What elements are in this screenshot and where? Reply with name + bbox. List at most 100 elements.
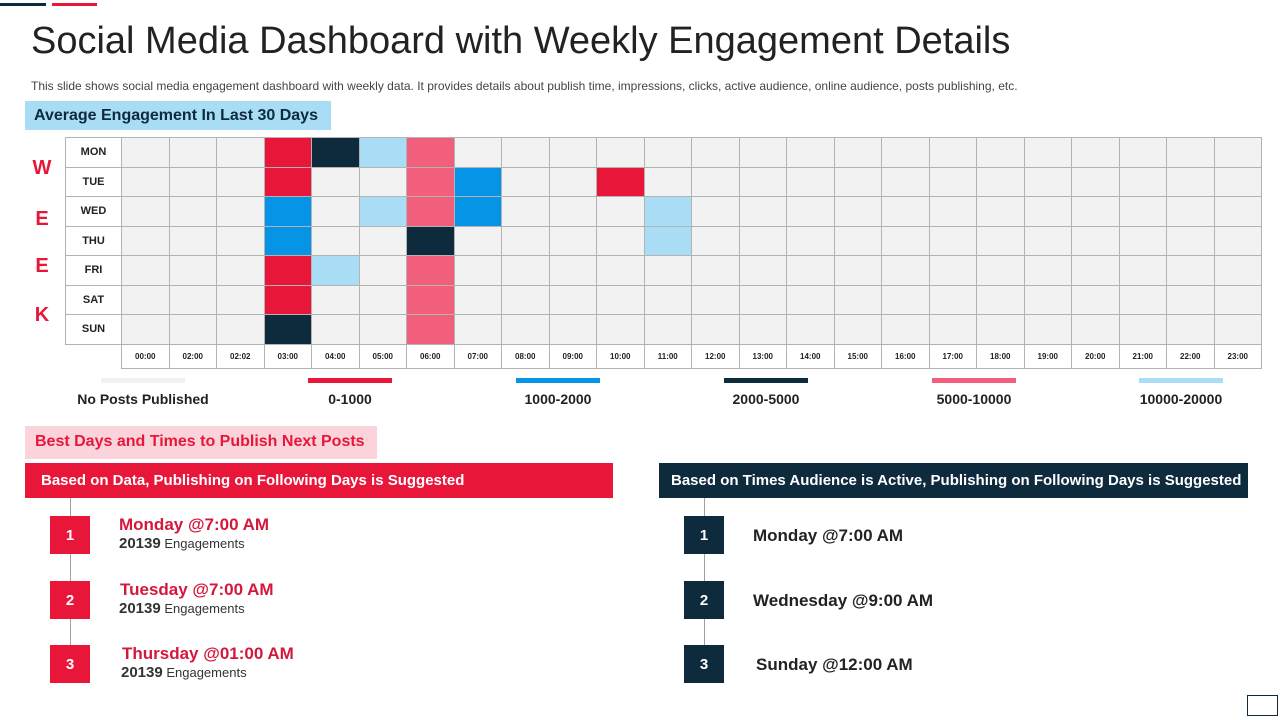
heatmap-cell [833,314,882,345]
heatmap-cell [501,137,550,168]
heatmap-cell [406,196,455,227]
heatmap-cell [453,225,502,256]
heatmap-cell [643,166,692,197]
heatmap-cell [453,166,502,197]
heatmap-cell [121,255,170,286]
heatmap-cell [1071,314,1120,345]
heatmap-cell [406,137,455,168]
heatmap-cell [881,255,930,286]
heatmap-cell [1023,225,1072,256]
heatmap-cell [786,137,835,168]
heatmap-cell [833,225,882,256]
heatmap-cell [976,255,1025,286]
hour-label: 15:00 [833,343,882,369]
heatmap-cell [596,255,645,286]
heatmap-cell [216,314,265,345]
legend-swatch [516,378,600,383]
hour-label: 02:00 [168,343,217,369]
heatmap-cell [1213,284,1262,315]
audience-suggestion-banner: Based on Times Audience is Active, Publi… [659,463,1248,498]
heatmap-cell [453,284,502,315]
heatmap-cell [596,225,645,256]
heatmap-cell [738,255,787,286]
hour-label: 08:00 [501,343,550,369]
heatmap-cell [1166,314,1215,345]
heatmap-cell [263,255,312,286]
week-letter: W [32,157,52,179]
heatmap-cell [928,166,977,197]
heatmap-cell [501,225,550,256]
data-suggestion-banner: Based on Data, Publishing on Following D… [25,463,613,498]
heatmap-cell [168,284,217,315]
suggested-day: Monday @7:00 AM [753,526,904,545]
heatmap-cell [216,225,265,256]
heatmap-cell [691,314,740,345]
heatmap-cell [121,314,170,345]
engagement-count: 20139 Engagements [119,535,245,552]
hour-label: 13:00 [738,343,787,369]
heatmap-cell [168,314,217,345]
heatmap-cell [1071,196,1120,227]
heatmap-cell [311,255,360,286]
heatmap-cell [1023,255,1072,286]
hour-label: 12:00 [691,343,740,369]
day-label: SUN [65,314,122,345]
heatmap-cell [596,137,645,168]
heatmap-cell [881,196,930,227]
heatmap-cell [691,284,740,315]
hour-label: 19:00 [1023,343,1072,369]
heatmap-cell [358,284,407,315]
heatmap-cell [596,196,645,227]
heatmap-cell [881,166,930,197]
suggested-day: Sunday @12:00 AM [756,655,913,674]
heatmap-cell [406,225,455,256]
hour-label: 21:00 [1118,343,1167,369]
hour-label: 11:00 [643,343,692,369]
hour-label: 07:00 [453,343,502,369]
heatmap-cell [501,284,550,315]
hour-label: 22:00 [1166,343,1215,369]
heatmap-cell [786,284,835,315]
heatmap-cell [406,166,455,197]
heatmap-cell [1023,314,1072,345]
heatmap-cell [643,284,692,315]
heatmap-cell [548,137,597,168]
heatmap-cell [311,284,360,315]
heatmap-cell [358,314,407,345]
heatmap-cell [216,284,265,315]
heatmap-cell [738,166,787,197]
heatmap-cell [1071,166,1120,197]
day-label: WED [65,196,122,227]
heatmap-cell [833,284,882,315]
heatmap-cell [691,225,740,256]
legend-swatch [932,378,1016,383]
hour-label: 09:00 [548,343,597,369]
heatmap-cell [881,137,930,168]
hour-label: 20:00 [1071,343,1120,369]
heatmap-cell [928,314,977,345]
heatmap-cell [263,225,312,256]
rank-badge: 3 [684,645,724,683]
heatmap-row: SUN [65,314,1262,345]
heatmap-cell [738,284,787,315]
heatmap-cell [881,284,930,315]
heatmap-cell [121,225,170,256]
heatmap-cell [548,255,597,286]
day-label: SAT [65,284,122,315]
day-label: MON [65,137,122,168]
heatmap-cell [406,255,455,286]
heatmap-cell [643,255,692,286]
heatmap-cell [453,196,502,227]
heatmap-cell [358,196,407,227]
engagement-unit: Engagements [166,665,247,680]
heatmap-cell [168,255,217,286]
heatmap-cell [1166,225,1215,256]
heatmap-cell [976,166,1025,197]
engagement-number: 20139 [119,600,161,617]
week-letter: E [35,208,49,230]
heatmap-cell [548,225,597,256]
heatmap-cell [548,166,597,197]
engagement-heatmap: MON TUE WED THU FRI SAT SUN 00:00 02:00 02:02 03:0… [65,137,1262,369]
heatmap-cell [596,284,645,315]
heatmap-cell [1213,314,1262,345]
